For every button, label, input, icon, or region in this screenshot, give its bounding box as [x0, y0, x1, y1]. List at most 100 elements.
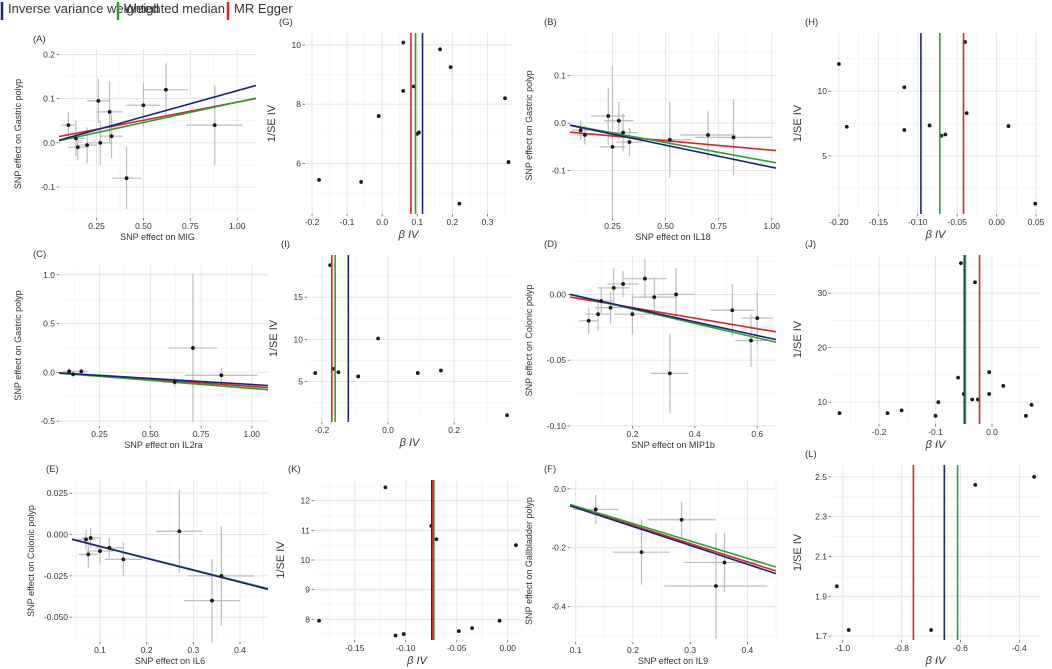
data-point	[457, 201, 462, 206]
points	[313, 263, 509, 418]
y-tick-label: 0.5	[43, 319, 55, 329]
x-tick-label: 0.2	[446, 217, 458, 227]
data-point	[973, 482, 978, 487]
data-point	[212, 123, 217, 128]
data-point	[616, 118, 621, 123]
plot-background	[307, 255, 512, 422]
y-tick-labels: 8 9 10 11 12	[301, 496, 314, 624]
y-tick-label: 0.2	[43, 49, 55, 59]
x-tick-label: 0.0	[382, 425, 394, 435]
data-point	[79, 369, 84, 374]
data-point	[177, 529, 182, 534]
y-tick-labels: -0.1 0.0 0.1 0.2	[40, 49, 59, 192]
y-axis-label: 1/SE IV	[275, 541, 287, 579]
regression-line	[59, 97, 256, 142]
points	[317, 40, 511, 206]
data-point	[749, 338, 753, 343]
data-point	[448, 65, 453, 70]
x-tick-label: -0.15	[345, 643, 365, 653]
data-point	[359, 180, 364, 184]
x-tick-label: 0.75	[182, 221, 199, 231]
data-point	[643, 276, 647, 281]
estimate-lines	[410, 33, 424, 214]
plot-content	[317, 33, 511, 214]
estimate-lines	[430, 480, 435, 640]
points	[84, 529, 224, 603]
x-tick-label: -0.4	[1012, 643, 1027, 653]
plot-content	[317, 480, 518, 640]
y-tick-label: 12	[301, 496, 311, 506]
x-tick-label: 0.1	[94, 645, 106, 655]
data-point	[219, 373, 224, 378]
data-point	[439, 368, 443, 373]
y-tick-label: 0.1	[43, 94, 55, 104]
data-point	[606, 114, 611, 118]
points	[834, 475, 1037, 632]
x-tick-label: -1.0	[835, 643, 850, 653]
x-tick-label: -0.20	[829, 217, 849, 227]
data-point	[336, 370, 341, 375]
data-point	[1006, 124, 1011, 128]
data-point	[85, 143, 90, 147]
data-point	[401, 88, 406, 93]
y-tick-label: 0.1	[554, 71, 566, 81]
data-point	[730, 308, 735, 313]
y-tick-label: -0.05	[547, 355, 567, 365]
x-axis-label: β IV	[925, 229, 947, 241]
data-point	[667, 137, 672, 142]
x-tick-label: 0.2	[141, 645, 153, 655]
data-point	[608, 305, 613, 310]
data-point	[107, 545, 112, 550]
x-tick-labels: 0.25 0.50 0.75 1.00	[88, 218, 246, 231]
y-tick-label: 8	[305, 614, 310, 624]
gridlines	[305, 33, 512, 214]
x-tick-label: 0.0	[986, 427, 998, 437]
x-tick-labels: -0.2 0.0 0.2	[315, 422, 460, 435]
y-tick-label: 10	[818, 397, 828, 407]
data-point	[356, 374, 361, 379]
y-axis-label: 1/SE IV	[268, 319, 280, 357]
y-tick-label: 1.9	[815, 591, 827, 601]
x-tick-label: -0.10	[396, 643, 416, 653]
x-tick-label: 0.50	[142, 429, 159, 439]
gridlines	[831, 465, 1040, 640]
data-point	[674, 292, 679, 297]
y-tick-label: 10	[818, 86, 828, 96]
plot-content	[59, 273, 268, 423]
plot-content	[836, 33, 1038, 214]
data-point	[438, 47, 442, 52]
y-tick-labels: -0.4 -0.2 0.0	[551, 484, 570, 612]
data-point	[667, 371, 672, 376]
panel-c: 0.25 0.50 0.75 1.00 -0.5 0.0 0.5 1.0 (C) SNP effe…	[13, 249, 268, 450]
panel-label: (B)	[544, 17, 557, 28]
y-tick-label: 5	[822, 151, 827, 161]
data-point	[191, 346, 195, 350]
data-point	[383, 485, 388, 490]
x-tick-label: 0.75	[710, 221, 727, 231]
y-tick-label: -0.2	[551, 543, 566, 553]
gridlines	[59, 265, 268, 426]
x-tick-label: 0.3	[482, 217, 494, 227]
x-tick-label: 0.6	[751, 429, 763, 439]
x-tick-label: 0.3	[684, 645, 696, 655]
panel-label: (J)	[805, 239, 816, 250]
data-point	[172, 380, 177, 384]
data-point	[885, 411, 890, 415]
data-point	[401, 632, 406, 636]
regression-lines	[59, 84, 256, 142]
y-tick-label: 5	[298, 377, 303, 387]
data-point	[124, 176, 129, 181]
data-point	[376, 114, 381, 118]
y-tick-label: -0.025	[44, 571, 68, 581]
y-tick-labels: 1.7 1.9 2.1 2.3 2.5	[815, 472, 831, 641]
y-axis-label: SNP effect on Gastric polyp	[13, 290, 23, 400]
points	[66, 87, 217, 181]
estimate-lines	[963, 255, 981, 424]
data-point	[936, 400, 941, 405]
x-tick-label: 0.2	[627, 429, 639, 439]
data-point	[970, 397, 975, 402]
y-tick-label: 20	[818, 343, 828, 353]
data-point	[902, 128, 907, 132]
points	[317, 485, 518, 638]
data-point	[84, 537, 88, 542]
